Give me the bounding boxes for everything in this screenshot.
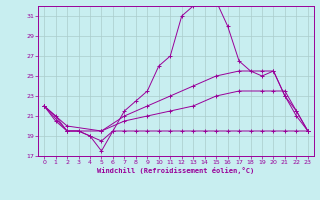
X-axis label: Windchill (Refroidissement éolien,°C): Windchill (Refroidissement éolien,°C) (97, 167, 255, 174)
